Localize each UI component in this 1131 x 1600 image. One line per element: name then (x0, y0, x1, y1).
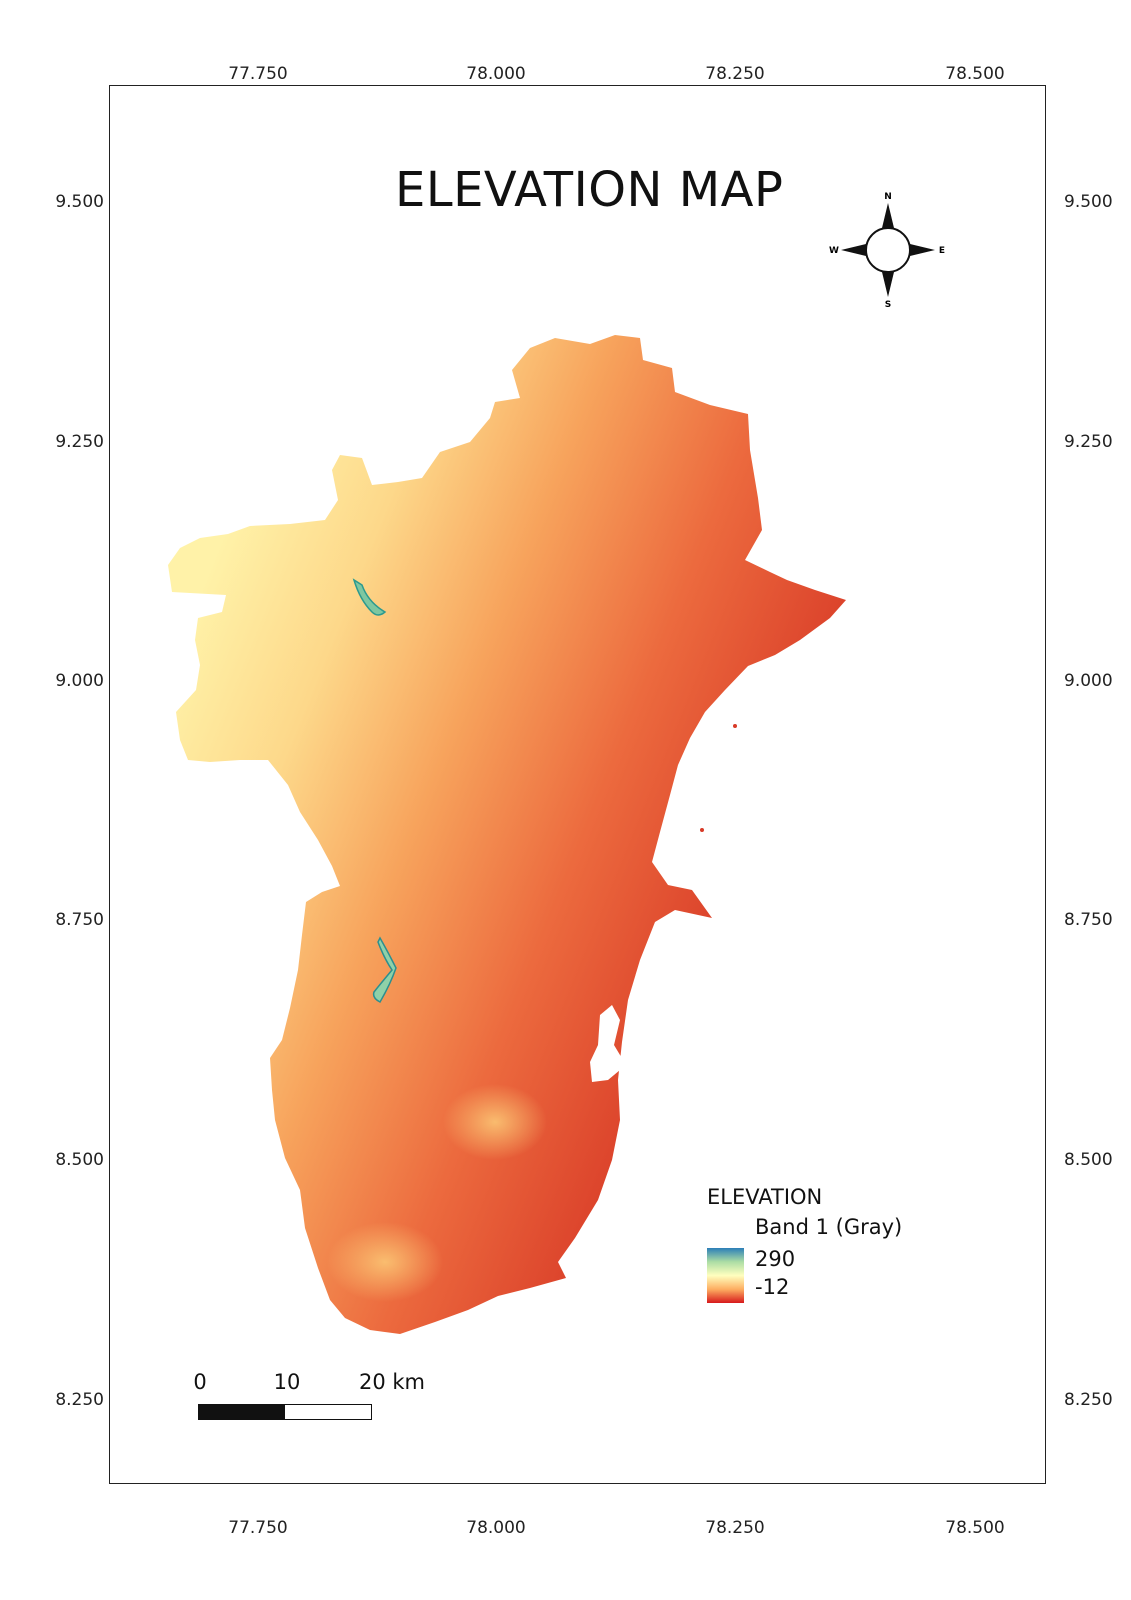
compass-e: E (939, 246, 945, 256)
x-tick-bottom-1: 77.750 (228, 1518, 288, 1538)
y-tick-left-4: 8.750 (55, 910, 104, 930)
island-dot (733, 724, 737, 728)
map-title: ELEVATION MAP (395, 162, 784, 218)
elevation-highlight (327, 1222, 443, 1302)
x-tick-top-2: 78.000 (466, 64, 526, 84)
scale-label-10: 10 (273, 1370, 301, 1394)
peak-ridge (372, 936, 397, 1003)
y-tick-left-2: 9.250 (55, 432, 104, 452)
x-tick-top-4: 78.500 (945, 64, 1005, 84)
y-tick-right-6: 8.250 (1064, 1390, 1113, 1410)
x-tick-top-1: 77.750 (228, 64, 288, 84)
y-tick-left-6: 8.250 (55, 1390, 104, 1410)
x-tick-bottom-4: 78.500 (945, 1518, 1005, 1538)
legend-color-ramp (707, 1248, 744, 1303)
scale-bar (198, 1404, 372, 1420)
y-tick-right-3: 9.000 (1064, 671, 1113, 691)
y-tick-right-5: 8.500 (1064, 1150, 1113, 1170)
y-tick-right-2: 9.250 (1064, 432, 1113, 452)
scale-label-20: 20 km (358, 1370, 426, 1394)
legend-band-label: Band 1 (Gray) (755, 1215, 903, 1239)
district-region (168, 335, 846, 1334)
y-tick-right-1: 9.500 (1064, 192, 1113, 212)
island-dot (700, 828, 704, 832)
coastal-lagoon (590, 1005, 626, 1082)
map-frame (109, 85, 1046, 1484)
scale-bar-segment (199, 1405, 285, 1419)
x-tick-bottom-2: 78.000 (466, 1518, 526, 1538)
y-tick-left-5: 8.500 (55, 1150, 104, 1170)
compass-rose (841, 203, 935, 297)
legend-title: ELEVATION (707, 1185, 823, 1209)
legend-min-value: -12 (755, 1275, 790, 1299)
y-tick-left-3: 9.000 (55, 671, 104, 691)
x-tick-bottom-3: 78.250 (705, 1518, 765, 1538)
compass-w: W (829, 246, 839, 256)
y-tick-right-4: 8.750 (1064, 910, 1113, 930)
x-tick-top-3: 78.250 (705, 64, 765, 84)
compass-n: N (884, 192, 892, 202)
legend-max-value: 290 (755, 1247, 796, 1271)
y-tick-left-1: 9.500 (55, 192, 104, 212)
scale-label-0: 0 (193, 1370, 207, 1394)
compass-s: S (885, 300, 891, 310)
elevation-highlight (443, 1084, 547, 1160)
peak-ridge (352, 578, 387, 616)
